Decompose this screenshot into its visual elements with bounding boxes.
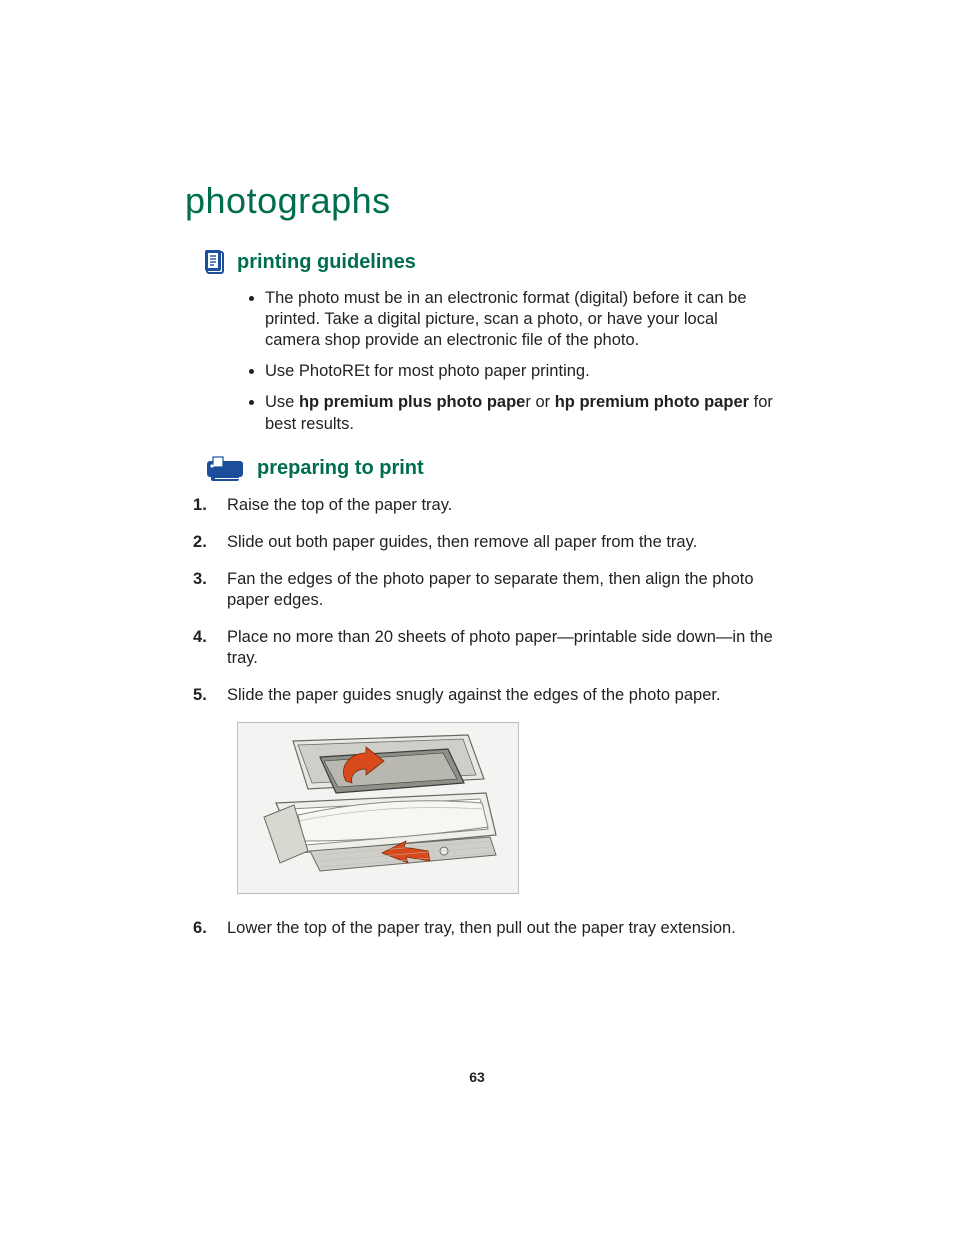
- list-item: Place no more than 20 sheets of photo pa…: [219, 627, 774, 669]
- list-item: Use hp premium plus photo paper or hp pr…: [265, 392, 774, 434]
- bullet-text: Use PhotoREt for most photo paper printi…: [265, 362, 590, 380]
- preparing-steps-list: Raise the top of the paper tray. Slide o…: [185, 495, 784, 707]
- list-item: Raise the top of the paper tray.: [219, 495, 774, 516]
- notepad-icon: [203, 248, 227, 276]
- list-item: Slide out both paper guides, then remove…: [219, 532, 774, 553]
- document-page: photographs printing guidelines The phot…: [0, 0, 954, 1235]
- bullet-text-pre: Use: [265, 393, 299, 411]
- page-title: photographs: [185, 180, 784, 222]
- paper-tray-illustration: [237, 722, 519, 894]
- bullet-text-mid: r or: [525, 393, 554, 411]
- step-text: Place no more than 20 sheets of photo pa…: [227, 628, 773, 667]
- list-item: Fan the edges of the photo paper to sepa…: [219, 569, 774, 611]
- step-text: Slide out both paper guides, then remove…: [227, 533, 697, 551]
- step-text: Lower the top of the paper tray, then pu…: [227, 919, 736, 937]
- list-item: The photo must be in an electronic forma…: [265, 288, 774, 351]
- section-heading-preparing: preparing to print: [257, 457, 424, 480]
- page-number: 63: [0, 1069, 954, 1085]
- list-item: Use PhotoREt for most photo paper printi…: [265, 361, 774, 382]
- guidelines-list: The photo must be in an electronic forma…: [235, 288, 784, 435]
- preparing-steps-list-cont: Lower the top of the paper tray, then pu…: [185, 918, 784, 939]
- printer-icon: [203, 455, 247, 483]
- section-header-guidelines: printing guidelines: [203, 248, 784, 276]
- step-text: Fan the edges of the photo paper to sepa…: [227, 570, 754, 609]
- section-header-preparing: preparing to print: [203, 455, 784, 483]
- list-item: Slide the paper guides snugly against th…: [219, 685, 774, 706]
- step-text: Slide the paper guides snugly against th…: [227, 686, 721, 704]
- list-item: Lower the top of the paper tray, then pu…: [219, 918, 774, 939]
- bullet-text-bold2: hp premium photo paper: [555, 393, 749, 411]
- section-heading-guidelines: printing guidelines: [237, 251, 416, 274]
- bullet-text-bold: hp premium plus photo pape: [299, 393, 525, 411]
- step-text: Raise the top of the paper tray.: [227, 496, 452, 514]
- bullet-text: The photo must be in an electronic forma…: [265, 289, 747, 349]
